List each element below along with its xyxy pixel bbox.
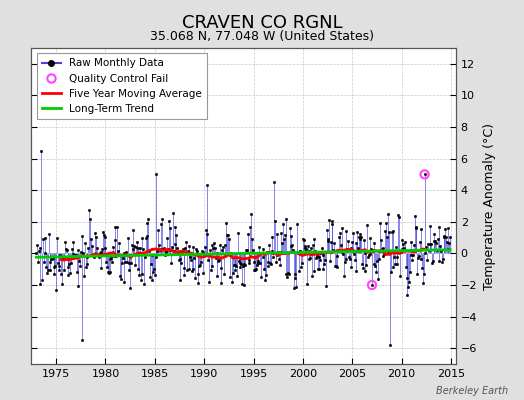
Text: CRAVEN CO RGNL: CRAVEN CO RGNL bbox=[182, 14, 342, 32]
Point bbox=[420, 171, 429, 178]
Y-axis label: Temperature Anomaly (°C): Temperature Anomaly (°C) bbox=[483, 122, 496, 290]
Text: 35.068 N, 77.048 W (United States): 35.068 N, 77.048 W (United States) bbox=[150, 30, 374, 43]
Point bbox=[368, 282, 376, 288]
Legend: Raw Monthly Data, Quality Control Fail, Five Year Moving Average, Long-Term Tren: Raw Monthly Data, Quality Control Fail, … bbox=[37, 53, 207, 119]
Text: Berkeley Earth: Berkeley Earth bbox=[436, 386, 508, 396]
